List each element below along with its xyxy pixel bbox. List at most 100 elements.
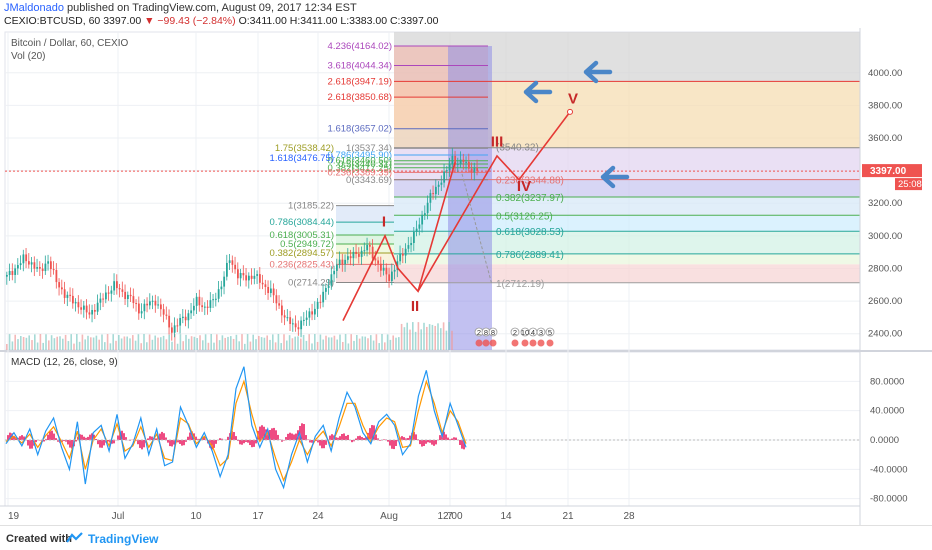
- volume-bar: [319, 334, 322, 350]
- volume-bar: [283, 334, 285, 350]
- volume-bar: [188, 338, 190, 350]
- candle-body: [187, 313, 190, 321]
- x-tick-label: Jul: [112, 511, 125, 522]
- x-tick-label: 24: [312, 511, 324, 522]
- candle-body: [113, 281, 116, 291]
- volume-bar: [39, 334, 42, 350]
- candle-body: [256, 274, 259, 276]
- candle-body: [385, 267, 388, 275]
- candle-body: [358, 253, 360, 257]
- candle-body: [206, 306, 209, 308]
- volume-bar: [384, 342, 386, 350]
- fib-small-band: [336, 222, 394, 235]
- volume-bar: [238, 341, 240, 350]
- volume-bar: [445, 330, 448, 350]
- macd-y-tick-label: 0.0000: [870, 435, 899, 446]
- volume-bar: [392, 335, 394, 350]
- candle-body: [294, 323, 297, 328]
- volume-bar: [314, 334, 316, 350]
- volume-bar: [291, 338, 294, 350]
- candle-body: [135, 303, 138, 305]
- fib-extension-label: 0.618(3460.50): [328, 156, 392, 167]
- candle-body: [393, 269, 396, 272]
- volume-bar: [207, 342, 210, 350]
- candle-body: [173, 325, 176, 333]
- candle-body: [193, 305, 195, 311]
- event-badge-icon: [536, 327, 546, 337]
- volume-bar: [101, 334, 103, 350]
- volume-bar: [98, 339, 100, 350]
- candle-body: [330, 274, 333, 286]
- candle-body: [14, 268, 17, 275]
- candle-body: [369, 244, 371, 247]
- volume-bar: [50, 335, 53, 350]
- fib-small-label: 1.618(3476.75): [270, 153, 334, 164]
- candle-body: [250, 275, 253, 279]
- volume-bar: [230, 336, 232, 350]
- candle-body: [44, 263, 47, 272]
- volume-bar: [389, 339, 392, 350]
- x-tick-label: 7: [447, 511, 453, 522]
- candle-body: [470, 168, 473, 173]
- volume-bar: [160, 337, 162, 350]
- fib-level-label: 0.786(2889.41): [496, 250, 564, 261]
- volume-bar: [328, 337, 330, 350]
- volume-bar: [56, 336, 58, 350]
- x-tick-label: 28: [623, 511, 635, 522]
- candle-body: [270, 288, 272, 294]
- candle-body: [127, 294, 129, 300]
- macd-y-tick-label: -40.0000: [870, 464, 908, 475]
- candle-body: [338, 259, 341, 265]
- volume-bar: [347, 343, 350, 350]
- candle-body: [234, 264, 237, 270]
- tradingview-brand[interactable]: TradingView: [88, 532, 159, 546]
- candle-body: [242, 272, 245, 276]
- fib-level-label: 0.382(3237.97): [496, 193, 564, 204]
- symbol-line: CEXIO:BTCUSD, 60 3397.00 ▼ −99.43 (−2.84…: [4, 15, 438, 27]
- volume-bar: [266, 335, 268, 350]
- wave-label: V: [568, 90, 578, 107]
- candle-body: [179, 317, 182, 326]
- candle-body: [231, 260, 234, 265]
- volume-bar: [395, 337, 397, 350]
- volume-bar: [84, 339, 86, 350]
- chart-canvas[interactable]: (3540.32) 0.236(3344.88) 0.382(3237.97) 0.5…: [0, 28, 932, 525]
- volume-bar: [294, 336, 296, 350]
- candle-body: [69, 294, 72, 296]
- volume-bar: [148, 334, 151, 350]
- fib-zone-band: [394, 231, 860, 254]
- event-badge-label: 2: [513, 328, 517, 337]
- volume-bar: [17, 339, 19, 350]
- candle-body: [333, 270, 336, 275]
- candle-body: [292, 323, 294, 325]
- volume-bar: [221, 335, 224, 350]
- volume-bar: [20, 336, 22, 350]
- time-zone-column: [448, 46, 492, 350]
- candle-body: [322, 291, 325, 303]
- candle-body: [248, 275, 250, 281]
- volume-bar: [204, 334, 207, 350]
- volume-bar: [174, 334, 176, 350]
- candle-body: [176, 325, 179, 327]
- candle-body: [355, 251, 358, 254]
- candle-body: [138, 303, 140, 314]
- event-badge-label: 10: [521, 328, 529, 337]
- volume-bar: [277, 334, 280, 350]
- volume-bar: [440, 328, 442, 350]
- candle-body: [215, 298, 217, 300]
- fib-small-label: 0(2714.29): [288, 277, 334, 288]
- fib-small-band: [336, 234, 394, 245]
- author-link[interactable]: JMaldonado: [4, 2, 64, 14]
- candle-body: [140, 311, 143, 314]
- y-tick-label: 2800.00: [868, 263, 902, 274]
- volume-bar: [199, 335, 201, 350]
- candle-body: [415, 228, 418, 232]
- volume-bar: [333, 335, 336, 350]
- volume-bar: [95, 335, 98, 350]
- wave-endpoint: [567, 108, 573, 115]
- volume-bar: [112, 334, 114, 350]
- fib-level-label: 1(2712.19): [496, 279, 544, 290]
- candle-body: [451, 155, 454, 165]
- fib-extension-label: 0.5(3440.31): [338, 159, 392, 170]
- fib-extension-label: 0.786(3495.90): [328, 150, 392, 161]
